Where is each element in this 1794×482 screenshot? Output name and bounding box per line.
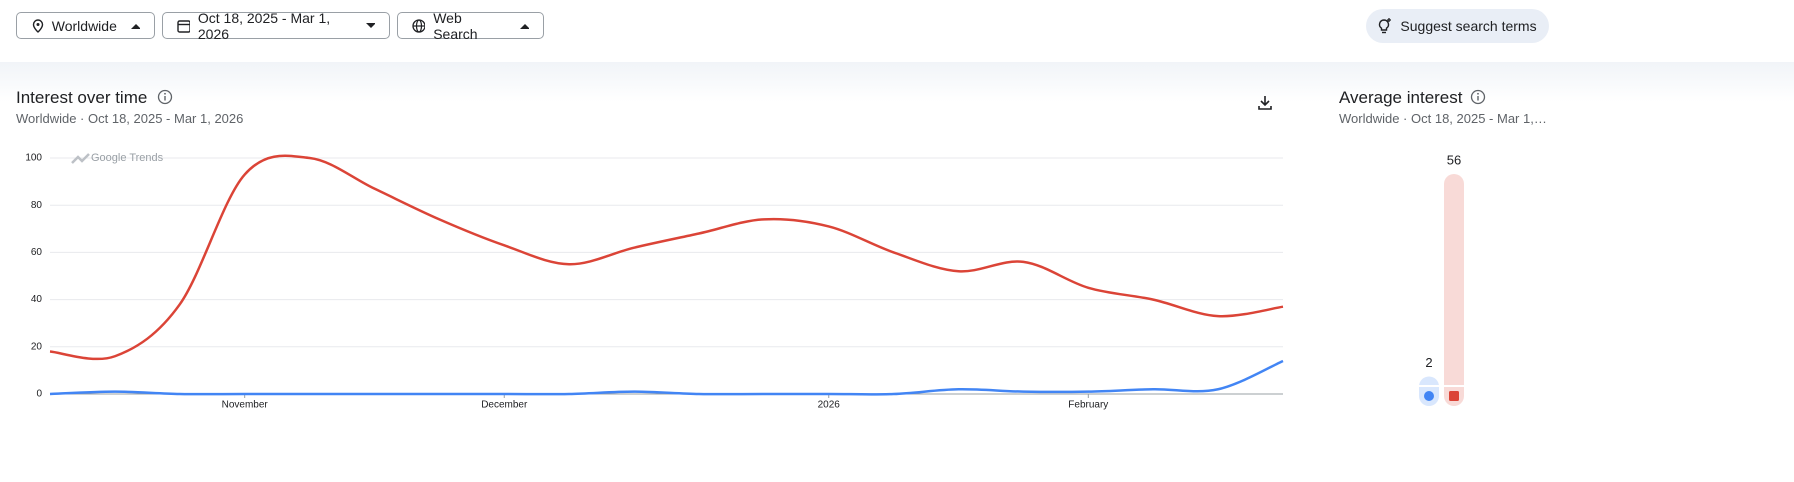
trends-logo — [71, 153, 90, 164]
y-tick-label: 100 — [25, 153, 42, 164]
y-tick-label: 0 — [36, 389, 42, 400]
globe-icon — [412, 18, 426, 33]
y-tick-label: 60 — [31, 247, 43, 258]
divider — [0, 62, 1794, 102]
caret — [130, 23, 140, 29]
caret — [519, 23, 529, 29]
panel-title: Average interest — [1339, 88, 1463, 107]
toolbar: Worldwide Oct 18, 2025 - Mar 1, 2026 Web… — [0, 0, 1794, 62]
y-tick-label: 40 — [31, 294, 43, 305]
x-tick-label: February — [1068, 400, 1108, 411]
panel-title: Interest over time — [16, 88, 148, 107]
x-tick-label: December — [481, 400, 528, 411]
date-range: Oct 18, 2025 - Mar 1, 2026 — [197, 9, 331, 42]
location: Worldwide — [51, 17, 117, 34]
y-tick-label: 20 — [31, 341, 43, 352]
legend-dot — [1424, 391, 1434, 401]
x-tick-label: November — [222, 400, 269, 411]
suggest-button[interactable]: Suggest search terms — [1366, 9, 1549, 43]
value-label: 2 — [1425, 355, 1432, 370]
series-line — [49, 359, 1284, 396]
property: Web Search — [433, 9, 478, 42]
pin-icon — [32, 18, 44, 33]
bulb-icon — [1379, 18, 1392, 34]
y-tick-label: 80 — [31, 200, 43, 211]
property-picker[interactable]: Web Search — [397, 9, 544, 42]
value-label: 56 — [1447, 152, 1461, 167]
bar — [1444, 174, 1464, 406]
watermark: Google Trends — [91, 152, 164, 164]
info-icon[interactable] — [1470, 89, 1486, 105]
legend-square — [1449, 391, 1459, 401]
date-picker[interactable]: Oct 18, 2025 - Mar 1, 2026 — [162, 9, 390, 42]
info-icon[interactable] — [157, 89, 173, 105]
caret — [365, 22, 375, 28]
suggest-label: Suggest search terms — [1400, 18, 1537, 34]
download-icon[interactable] — [1257, 95, 1273, 111]
location-picker[interactable]: Worldwide — [16, 12, 155, 39]
calendar-icon — [177, 19, 190, 33]
series-line — [49, 154, 1284, 361]
x-tick-label: 2026 — [818, 400, 841, 411]
